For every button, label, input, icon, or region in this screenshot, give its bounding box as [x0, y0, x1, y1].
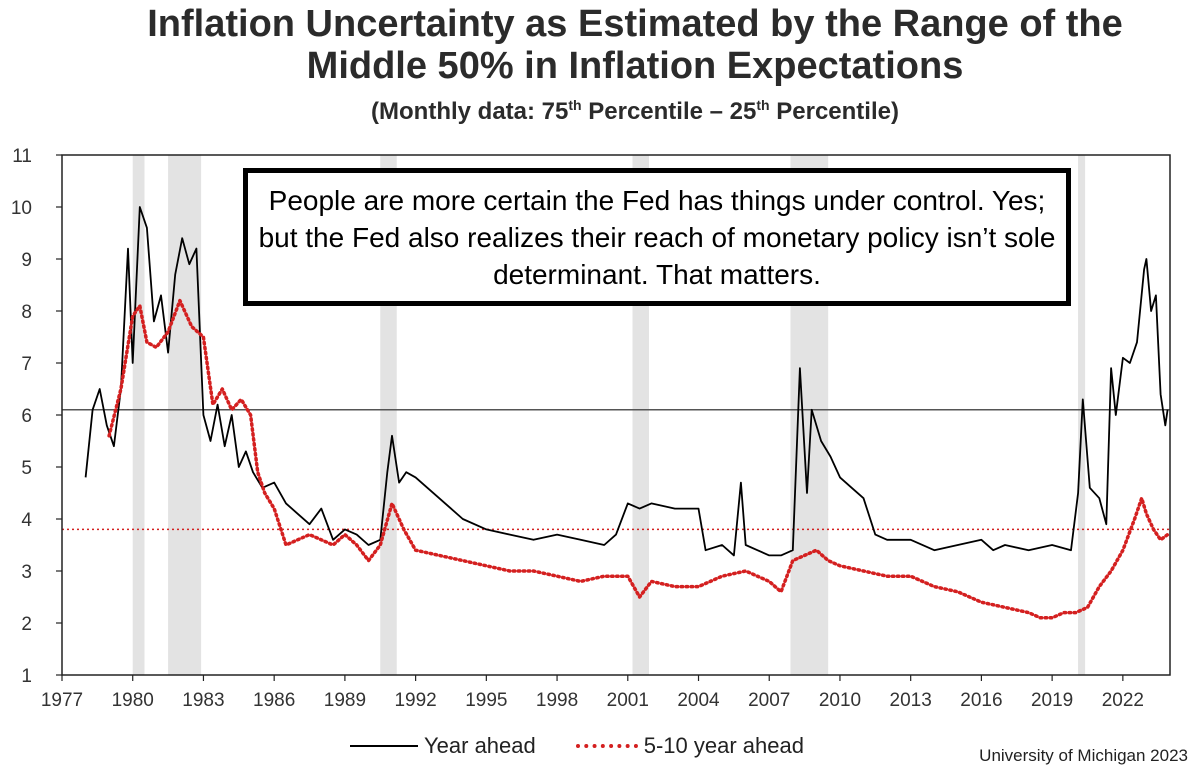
- y-tick-label-7: 7: [21, 354, 32, 375]
- recession-band-1: [168, 155, 202, 675]
- y-tick-label-11: 11: [12, 146, 32, 167]
- legend-swatch-year-ahead: [350, 745, 418, 747]
- chart-title-line1: Inflation Uncertainty as Estimated by th…: [147, 3, 1123, 45]
- chart-subtitle: (Monthly data: 75th Percentile – 25th Pe…: [371, 97, 899, 125]
- x-tick-label-1983: 1983: [182, 690, 224, 711]
- y-tick-label-1: 1: [21, 666, 32, 687]
- legend-label-year-ahead: Year ahead: [424, 733, 536, 758]
- y-tick-label-9: 9: [21, 250, 32, 271]
- legend-label-five-ten: 5-10 year ahead: [643, 733, 804, 758]
- y-tick-label-10: 10: [11, 198, 32, 219]
- inflation-uncertainty-chart: 1 2 3 4 5 6 7 8 9 10 11 1977 1980 1983 1986 1989 1992 199…: [11, 146, 1171, 711]
- y-tick-label-4: 4: [21, 510, 32, 531]
- x-tick-label-2013: 2013: [890, 690, 932, 711]
- x-tick-label-1989: 1989: [324, 690, 366, 711]
- y-tick-label-5: 5: [21, 458, 32, 479]
- series-group: [84, 206, 1170, 620]
- legend-swatch-five-ten: [575, 744, 638, 748]
- source-note: University of Michigan 2023: [979, 746, 1188, 765]
- series-line-year-ahead: [84, 206, 1169, 557]
- x-tick-label-1995: 1995: [465, 690, 507, 711]
- recession-band-0: [132, 155, 145, 675]
- chart-title-line2: Middle 50% in Inflation Expectations: [306, 45, 964, 87]
- x-tick-label-1998: 1998: [536, 690, 578, 711]
- x-tick-label-2004: 2004: [677, 690, 720, 711]
- axes: 1 2 3 4 5 6 7 8 9 10 11 1977 1980 1983 1986 1989 1992 199…: [11, 146, 1144, 711]
- y-tick-label-8: 8: [21, 302, 32, 323]
- x-tick-label-1977: 1977: [41, 690, 83, 711]
- series-line-five-ten-year: [107, 298, 1170, 620]
- x-tick-label-2019: 2019: [1031, 690, 1073, 711]
- y-tick-label-2: 2: [21, 614, 32, 635]
- x-tick-label-2001: 2001: [607, 690, 649, 711]
- x-tick-label-2007: 2007: [748, 690, 790, 711]
- callout-annotation: People are more certain the Fed has thin…: [243, 168, 1071, 306]
- x-tick-label-1992: 1992: [394, 690, 436, 711]
- x-tick-label-2016: 2016: [960, 690, 1002, 711]
- x-tick-label-1986: 1986: [253, 690, 295, 711]
- x-tick-label-1980: 1980: [112, 690, 154, 711]
- chart-legend: Year ahead 5-10 year ahead: [350, 733, 804, 759]
- y-tick-label-3: 3: [21, 562, 32, 583]
- x-tick-label-2022: 2022: [1102, 690, 1144, 711]
- x-tick-label-2010: 2010: [819, 690, 861, 711]
- y-tick-label-6: 6: [21, 406, 32, 427]
